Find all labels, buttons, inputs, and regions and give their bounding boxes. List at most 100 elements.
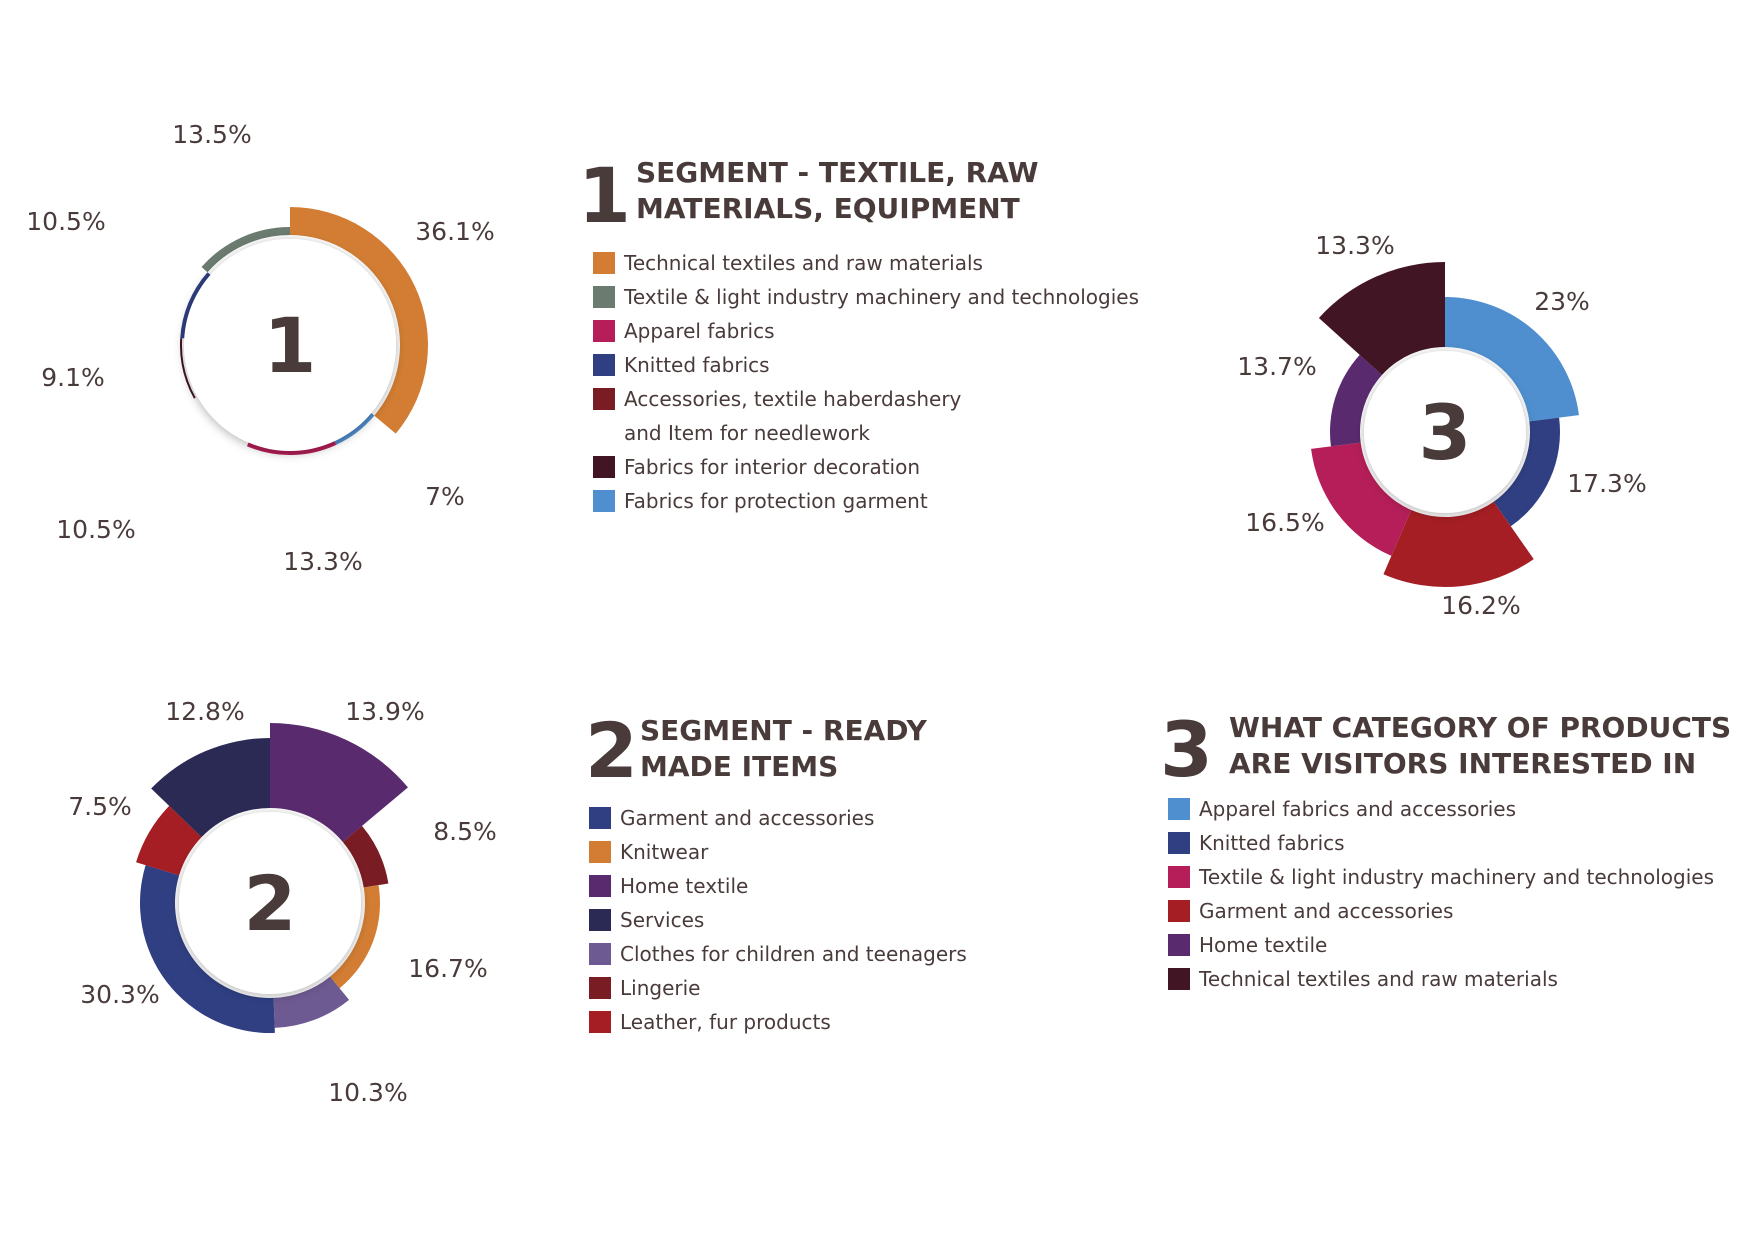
chart-1-data-label-2: 7% — [425, 482, 465, 511]
legend-3-item-4: Garment and accessories — [1168, 894, 1714, 928]
legend-3-item-2: Knitted fabrics — [1168, 826, 1714, 860]
chart-1-data-label-5: 9.1% — [41, 363, 105, 392]
chart-2-slice-1 — [270, 723, 408, 842]
chart-2-data-label-3: 16.7% — [408, 954, 487, 983]
section-3-title-text: WHAT CATEGORY OF PRODUCTS ARE VISITORS I… — [1229, 711, 1732, 780]
chart-1-data-label-3: 13.3% — [283, 547, 362, 576]
legend-3-item-1: Apparel fabrics and accessories — [1168, 792, 1714, 826]
legend-2-swatch-1 — [589, 807, 611, 829]
legend-2-item-5: Clothes for children and teenagers — [589, 937, 967, 971]
legend-2-item-7: Leather, fur products — [589, 1005, 967, 1039]
chart-2-center-label: 2 — [244, 859, 297, 948]
legend-2-label-2: Knitwear — [620, 840, 709, 864]
legend-3-label-5: Home textile — [1199, 933, 1328, 957]
chart-3-slice-3 — [1383, 501, 1534, 587]
legend-2-item-6: Lingerie — [589, 971, 967, 1005]
legend-2-item-3: Home textile — [589, 869, 967, 903]
chart-2-data-label-1: 13.9% — [345, 697, 424, 726]
legend-3-item-3: Textile & light industry machinery and t… — [1168, 860, 1714, 894]
legend-2-label-3: Home textile — [620, 874, 749, 898]
chart-2-slice-7 — [151, 738, 270, 838]
chart-1-slice-5 — [180, 338, 196, 399]
legend-1-swatch-5 — [593, 388, 615, 410]
legend-3-item-5: Home textile — [1168, 928, 1714, 962]
legend-1-label-2: Textile & light industry machinery and t… — [624, 285, 1139, 309]
legend-3-label-4: Garment and accessories — [1199, 899, 1454, 923]
section-3-title: WHAT CATEGORY OF PRODUCTS ARE VISITORS I… — [1229, 710, 1731, 782]
legend-1-label-1: Technical textiles and raw materials — [624, 251, 983, 275]
chart-3-data-label-2: 17.3% — [1567, 469, 1646, 498]
chart-1-slice-7 — [201, 227, 290, 273]
legend-1-swatch-4 — [593, 354, 615, 376]
chart-1-data-label-1: 36.1% — [415, 217, 494, 246]
section-2-number: 2 — [585, 706, 638, 795]
legend-1-item-4: Knitted fabrics — [593, 348, 1139, 382]
chart-2-slice-6 — [136, 805, 202, 876]
segment-1-legend: Technical textiles and raw materials Text… — [593, 246, 1139, 518]
legend-1-item-5: Accessories, textile haberdashery and It… — [593, 382, 1139, 450]
chart-2-data-label-6: 7.5% — [68, 792, 132, 821]
legend-2-label-1: Garment and accessories — [620, 806, 875, 830]
chart-2-data-label-4: 10.3% — [328, 1078, 407, 1107]
legend-2-item-4: Services — [589, 903, 967, 937]
legend-1-swatch-1 — [593, 252, 615, 274]
chart-1-data-label-6: 10.5% — [26, 207, 105, 236]
chart-1-data-label-4: 10.5% — [56, 515, 135, 544]
section-1-title: SEGMENT - TEXTILE, RAW MATERIALS, EQUIPM… — [636, 155, 1038, 227]
legend-2-swatch-3 — [589, 875, 611, 897]
chart-3-center-circle — [1364, 351, 1526, 513]
legend-1-item-2: Textile & light industry machinery and t… — [593, 280, 1139, 314]
section-1-number: 1 — [578, 151, 631, 240]
legend-2-swatch-5 — [589, 943, 611, 965]
legend-1-swatch-6 — [593, 456, 615, 478]
legend-2-swatch-2 — [589, 841, 611, 863]
legend-2-item-2: Knitwear — [589, 835, 967, 869]
chart-3-center-label: 3 — [1419, 388, 1472, 477]
chart-3-slice-6 — [1318, 262, 1445, 375]
segment-2-legend: Garment and accessories Knitwear Home text… — [589, 801, 967, 1039]
legend-1-label-3: Apparel fabrics — [624, 319, 775, 343]
legend-3-label-1: Apparel fabrics and accessories — [1199, 797, 1516, 821]
legend-2-label-4: Services — [620, 908, 705, 932]
legend-2-swatch-6 — [589, 977, 611, 999]
legend-3-label-2: Knitted fabrics — [1199, 831, 1345, 855]
chart-2-data-label-5: 30.3% — [80, 980, 159, 1009]
chart-2-slice-4 — [273, 976, 350, 1028]
legend-1-label-4: Knitted fabrics — [624, 353, 770, 377]
chart-1-data-label-7: 13.5% — [172, 120, 251, 149]
legend-1-swatch-2 — [593, 286, 615, 308]
chart-3-data-label-6: 13.3% — [1315, 231, 1394, 260]
legend-3-swatch-6 — [1168, 968, 1190, 990]
legend-2-item-1: Garment and accessories — [589, 801, 967, 835]
chart-2-slice-5 — [140, 865, 275, 1033]
chart-3-slice-1 — [1445, 297, 1579, 422]
chart-3-data-label-1: 23% — [1534, 287, 1590, 316]
chart-2-center-circle — [179, 812, 361, 994]
legend-1-label-5: Accessories, textile haberdashery and It… — [624, 387, 962, 445]
chart-3-data-label-3: 16.2% — [1441, 591, 1520, 620]
legend-1-item-3: Apparel fabrics — [593, 314, 1139, 348]
chart-2-data-label-7: 12.8% — [165, 697, 244, 726]
legend-3-label-6: Technical textiles and raw materials — [1199, 967, 1558, 991]
chart-3-data-label-5: 13.7% — [1237, 352, 1316, 381]
legend-3-swatch-3 — [1168, 866, 1190, 888]
chart-2-slice-2 — [342, 825, 389, 888]
legend-3-swatch-5 — [1168, 934, 1190, 956]
legend-3-swatch-4 — [1168, 900, 1190, 922]
section-1-title-text: SEGMENT - TEXTILE, RAW MATERIALS, EQUIPM… — [636, 156, 1039, 225]
chart-1-center-label: 1 — [264, 301, 317, 390]
legend-3-item-6: Technical textiles and raw materials — [1168, 962, 1714, 996]
legend-3-swatch-2 — [1168, 832, 1190, 854]
legend-3-label-3: Textile & light industry machinery and t… — [1199, 865, 1714, 889]
legend-1-label-6: Fabrics for interior decoration — [624, 455, 921, 479]
legend-1-item-6: Fabrics for interior decoration — [593, 450, 1139, 484]
chart-3-slice-5 — [1330, 354, 1382, 447]
legend-1-item-7: Fabrics for protection garment — [593, 484, 1139, 518]
legend-1-swatch-7 — [593, 490, 615, 512]
section-2-title-text: SEGMENT - READY MADE ITEMS — [640, 714, 927, 783]
legend-2-swatch-4 — [589, 909, 611, 931]
segment-3-legend: Apparel fabrics and accessories Knitted f… — [1168, 792, 1714, 996]
